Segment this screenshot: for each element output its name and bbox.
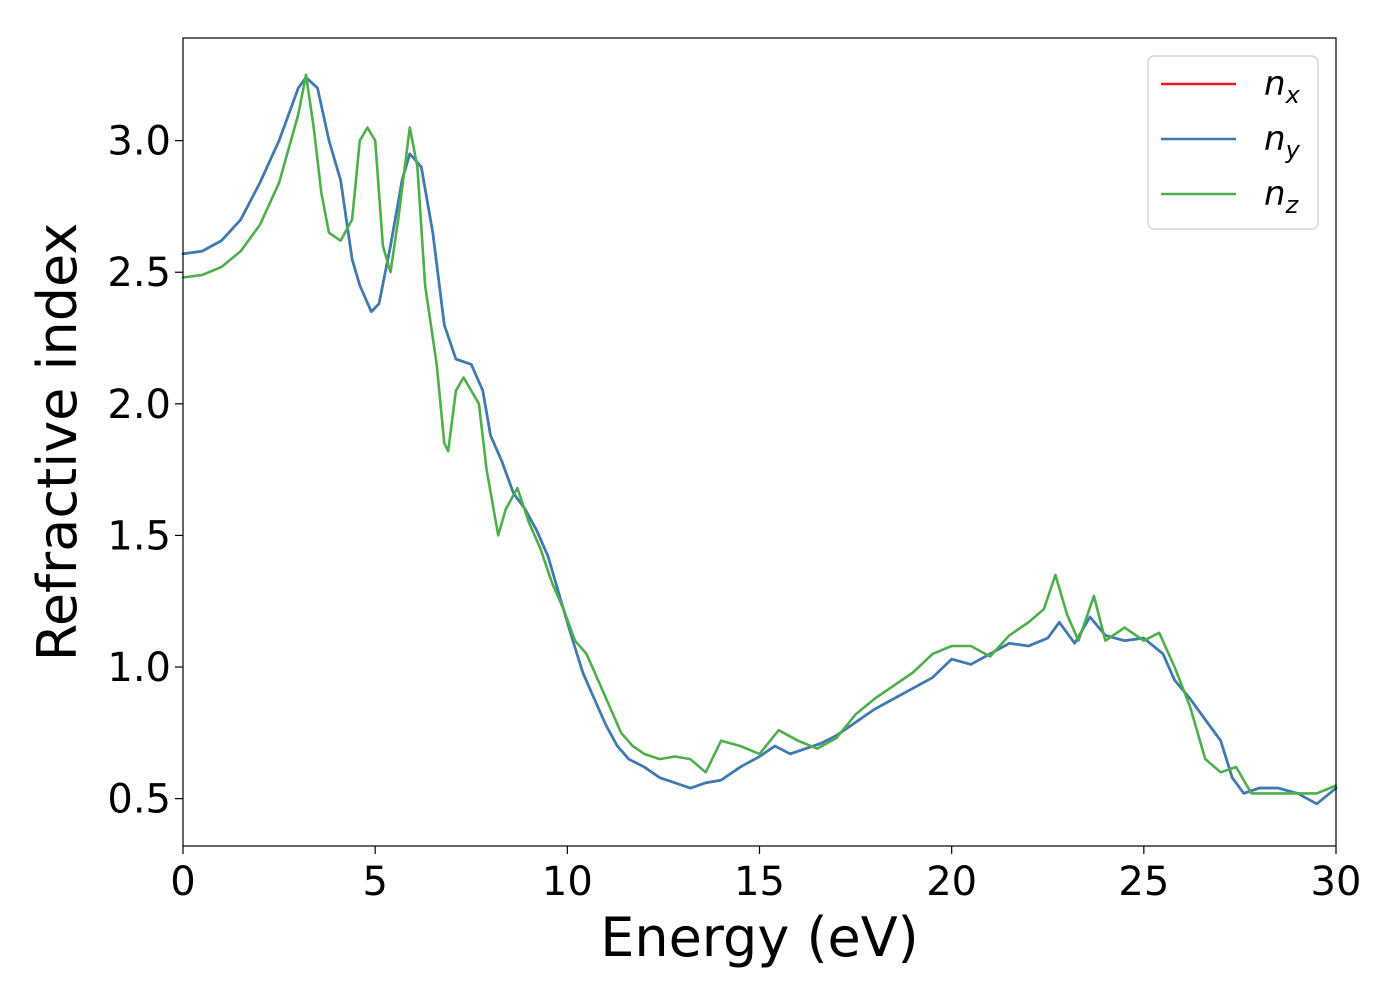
y-axis-label: Refractive index xyxy=(26,223,89,662)
y-tick-label: 3.0 xyxy=(107,119,171,165)
y-tick-label: 1.5 xyxy=(107,513,171,559)
x-axis-label: Energy (eV) xyxy=(600,906,919,969)
legend-label-nx: nx xyxy=(1264,64,1301,109)
x-tick-label: 0 xyxy=(170,859,195,905)
series-line-ny xyxy=(181,76,1338,806)
y-tick-label: 1.0 xyxy=(107,645,171,691)
series-line-nz xyxy=(181,73,1338,795)
y-tick-label: 0.5 xyxy=(107,777,171,823)
x-tick-label: 25 xyxy=(1118,859,1169,905)
x-tick-label: 10 xyxy=(542,859,593,905)
legend: nx ny nz xyxy=(1147,55,1319,230)
x-tick-label: 30 xyxy=(1311,859,1362,905)
x-axis: 0 5 10 15 20 25 30 xyxy=(170,846,1361,905)
x-tick-label: 20 xyxy=(926,859,977,905)
series-layer xyxy=(181,73,1338,806)
legend-box xyxy=(1147,55,1319,230)
x-tick-label: 15 xyxy=(734,859,785,905)
legend-label-ny: ny xyxy=(1264,119,1301,164)
y-axis: 0.5 1.0 1.5 2.0 2.5 3.0 xyxy=(107,119,183,823)
y-tick-label: 2.0 xyxy=(107,382,171,428)
legend-label-nz: nz xyxy=(1264,174,1300,219)
y-tick-label: 2.5 xyxy=(107,250,171,296)
x-tick-label: 5 xyxy=(362,859,387,905)
